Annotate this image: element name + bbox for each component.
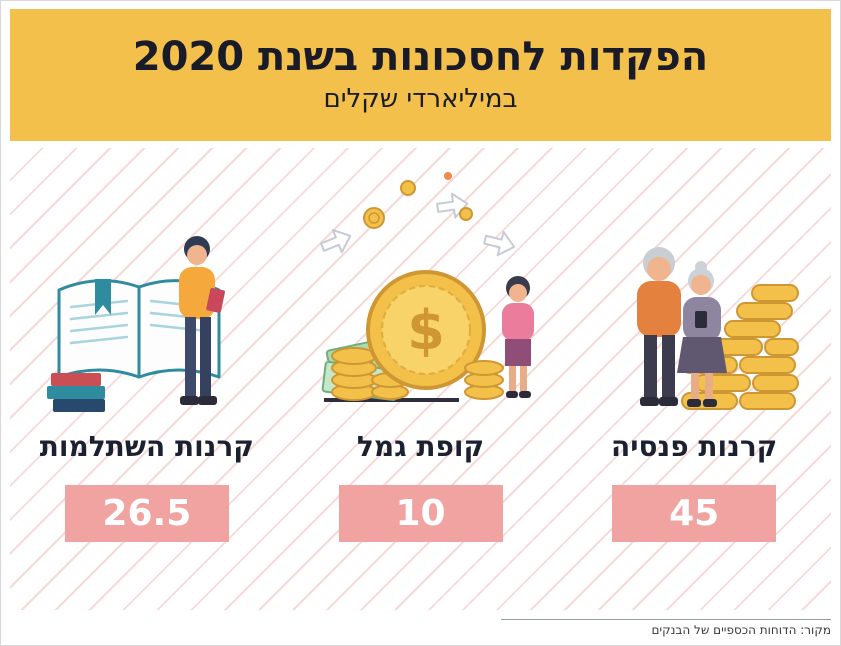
source-text: מקור: הדוחות הכספיים של הבנקים — [651, 623, 831, 637]
value-box-study: 26.5 — [64, 485, 229, 542]
pension-illustration — [587, 162, 802, 420]
page-subtitle: במיליארדי שקלים — [323, 84, 518, 114]
dollar-coin-money-piles-icon: $ — [319, 172, 534, 402]
chart-panel: קרנות פנסיה 45 — [10, 148, 831, 610]
elderly-couple-coin-wall-icon — [636, 247, 799, 410]
source-divider — [501, 619, 831, 620]
study-fund-illustration — [39, 162, 254, 420]
svg-text:$: $ — [407, 299, 445, 362]
value-study: 26.5 — [102, 493, 192, 534]
column-provident-fund: $ — [284, 162, 558, 610]
column-pension-funds: קרנות פנסיה 45 — [557, 162, 831, 610]
column-study-funds: קרנות השתלמות 26.5 — [10, 162, 284, 610]
category-label-provident: קופת גמל — [356, 430, 485, 463]
value-pension: 45 — [669, 493, 720, 534]
header-banner: הפקדות לחסכונות בשנת 2020 במיליארדי שקלי… — [10, 9, 831, 141]
footer: מקור: הדוחות הכספיים של הבנקים — [10, 610, 831, 646]
category-label-study: קרנות השתלמות — [39, 430, 254, 463]
page-title: הפקדות לחסכונות בשנת 2020 — [132, 34, 709, 80]
provident-illustration: $ — [296, 162, 546, 420]
value-box-pension: 45 — [612, 485, 777, 542]
value-box-provident: 10 — [338, 485, 503, 542]
student-open-book-icon — [47, 236, 226, 412]
value-provident: 10 — [395, 493, 446, 534]
category-label-pension: קרנות פנסיה — [611, 430, 778, 463]
category-columns: קרנות פנסיה 45 — [10, 148, 831, 610]
